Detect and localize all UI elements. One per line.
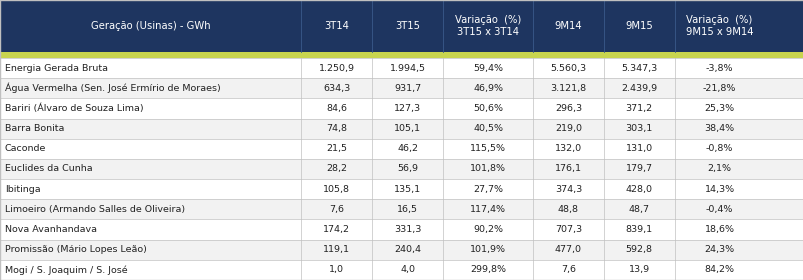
Text: 707,3: 707,3	[554, 225, 581, 234]
Text: 5.347,3: 5.347,3	[620, 64, 657, 73]
FancyBboxPatch shape	[0, 199, 803, 220]
Text: 3T14: 3T14	[324, 21, 349, 31]
Text: 3T15: 3T15	[394, 21, 420, 31]
FancyBboxPatch shape	[0, 0, 803, 52]
Text: 46,9%: 46,9%	[472, 84, 503, 93]
Text: Barra Bonita: Barra Bonita	[5, 124, 64, 133]
Text: 14,3%: 14,3%	[703, 185, 734, 194]
Text: 477,0: 477,0	[554, 245, 581, 254]
Text: Ibitinga: Ibitinga	[5, 185, 40, 194]
Text: 132,0: 132,0	[554, 144, 581, 153]
Text: Variação  (%)
9M15 x 9M14: Variação (%) 9M15 x 9M14	[685, 15, 752, 37]
Text: Energia Gerada Bruta: Energia Gerada Bruta	[5, 64, 108, 73]
Text: 16,5: 16,5	[397, 205, 418, 214]
Text: 48,8: 48,8	[557, 205, 578, 214]
Text: 18,6%: 18,6%	[703, 225, 734, 234]
FancyBboxPatch shape	[0, 118, 803, 139]
Text: 105,8: 105,8	[323, 185, 350, 194]
Text: Nova Avanhandava: Nova Avanhandava	[5, 225, 96, 234]
Text: -0,8%: -0,8%	[705, 144, 732, 153]
Text: 56,9: 56,9	[397, 164, 418, 174]
Text: 299,8%: 299,8%	[470, 265, 505, 274]
Text: 84,6: 84,6	[326, 104, 347, 113]
Text: Promissão (Mário Lopes Leão): Promissão (Mário Lopes Leão)	[5, 245, 146, 254]
Text: 371,2: 371,2	[625, 104, 652, 113]
Text: 127,3: 127,3	[393, 104, 421, 113]
Text: 74,8: 74,8	[326, 124, 347, 133]
FancyBboxPatch shape	[0, 240, 803, 260]
Text: 3.121,8: 3.121,8	[550, 84, 585, 93]
Text: -3,8%: -3,8%	[705, 64, 732, 73]
Text: Limoeiro (Armando Salles de Oliveira): Limoeiro (Armando Salles de Oliveira)	[5, 205, 185, 214]
FancyBboxPatch shape	[0, 260, 803, 280]
FancyBboxPatch shape	[0, 139, 803, 159]
Text: 179,7: 179,7	[625, 164, 652, 174]
FancyBboxPatch shape	[0, 159, 803, 179]
Text: 117,4%: 117,4%	[470, 205, 505, 214]
Text: 131,0: 131,0	[625, 144, 652, 153]
Text: 105,1: 105,1	[393, 124, 421, 133]
Text: 119,1: 119,1	[323, 245, 350, 254]
Text: Geração (Usinas) - GWh: Geração (Usinas) - GWh	[91, 21, 210, 31]
Text: 40,5%: 40,5%	[472, 124, 503, 133]
Text: 1.994,5: 1.994,5	[389, 64, 425, 73]
Text: 46,2: 46,2	[397, 144, 418, 153]
Text: 931,7: 931,7	[393, 84, 421, 93]
Text: 592,8: 592,8	[625, 245, 652, 254]
Text: 38,4%: 38,4%	[703, 124, 734, 133]
Text: 219,0: 219,0	[554, 124, 581, 133]
Text: 1.250,9: 1.250,9	[319, 64, 354, 73]
Text: -21,8%: -21,8%	[702, 84, 736, 93]
Text: 28,2: 28,2	[326, 164, 347, 174]
Text: 7,6: 7,6	[329, 205, 344, 214]
Text: Variação  (%)
3T15 x 3T14: Variação (%) 3T15 x 3T14	[454, 15, 520, 37]
Text: 27,7%: 27,7%	[472, 185, 503, 194]
Text: 174,2: 174,2	[323, 225, 350, 234]
Text: Caconde: Caconde	[5, 144, 46, 153]
Text: 90,2%: 90,2%	[472, 225, 503, 234]
Text: 331,3: 331,3	[393, 225, 421, 234]
Text: 9M14: 9M14	[554, 21, 581, 31]
Text: 296,3: 296,3	[554, 104, 581, 113]
Text: 374,3: 374,3	[554, 185, 581, 194]
FancyBboxPatch shape	[0, 98, 803, 118]
Text: 2.439,9: 2.439,9	[621, 84, 656, 93]
Text: 2,1%: 2,1%	[707, 164, 731, 174]
Text: 7,6: 7,6	[560, 265, 575, 274]
Text: Euclides da Cunha: Euclides da Cunha	[5, 164, 92, 174]
Text: 135,1: 135,1	[393, 185, 421, 194]
FancyBboxPatch shape	[0, 179, 803, 199]
Text: Água Vermelha (Sen. José Ermírio de Moraes): Água Vermelha (Sen. José Ermírio de Mora…	[5, 83, 220, 94]
Text: 303,1: 303,1	[625, 124, 652, 133]
Text: 101,8%: 101,8%	[470, 164, 505, 174]
Text: 50,6%: 50,6%	[472, 104, 503, 113]
Text: 176,1: 176,1	[554, 164, 581, 174]
Text: 1,0: 1,0	[329, 265, 344, 274]
Text: 25,3%: 25,3%	[703, 104, 734, 113]
Text: 115,5%: 115,5%	[470, 144, 505, 153]
Text: 48,7: 48,7	[628, 205, 649, 214]
Text: 21,5: 21,5	[326, 144, 347, 153]
FancyBboxPatch shape	[0, 78, 803, 98]
Text: Mogi / S. Joaquim / S. José: Mogi / S. Joaquim / S. José	[5, 265, 128, 275]
Text: 240,4: 240,4	[393, 245, 421, 254]
Text: 634,3: 634,3	[323, 84, 350, 93]
Text: 9M15: 9M15	[625, 21, 652, 31]
Text: 4,0: 4,0	[400, 265, 414, 274]
Text: 101,9%: 101,9%	[470, 245, 505, 254]
FancyBboxPatch shape	[0, 58, 803, 78]
Text: 59,4%: 59,4%	[472, 64, 503, 73]
Text: Bariri (Álvaro de Souza Lima): Bariri (Álvaro de Souza Lima)	[5, 104, 143, 113]
Text: 5.560,3: 5.560,3	[550, 64, 585, 73]
Text: 428,0: 428,0	[625, 185, 652, 194]
FancyBboxPatch shape	[0, 220, 803, 240]
Text: 24,3%: 24,3%	[703, 245, 734, 254]
FancyBboxPatch shape	[0, 52, 803, 58]
Text: 13,9: 13,9	[628, 265, 649, 274]
Text: 84,2%: 84,2%	[703, 265, 734, 274]
Text: -0,4%: -0,4%	[705, 205, 732, 214]
Text: 839,1: 839,1	[625, 225, 652, 234]
